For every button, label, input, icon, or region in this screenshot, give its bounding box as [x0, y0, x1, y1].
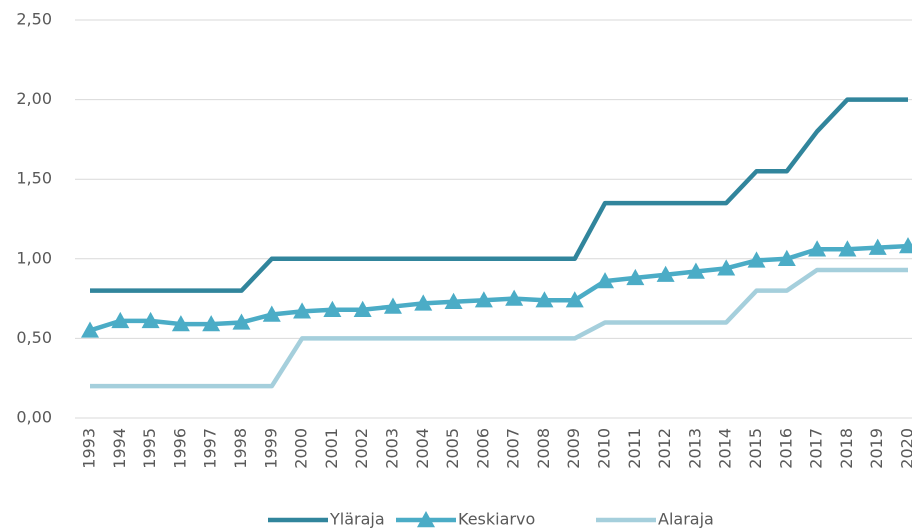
marker [565, 291, 584, 308]
marker [323, 300, 342, 317]
x-tick-label: 2018 [837, 428, 856, 469]
x-tick-label: 2001 [322, 428, 341, 469]
series-line [89, 243, 909, 333]
x-tick-label: 2010 [595, 428, 614, 469]
x-tick-label: 2014 [716, 428, 735, 469]
x-tick-label: 2002 [352, 428, 371, 469]
legend-label: Yläraja [329, 510, 385, 529]
x-tick-label: 2017 [807, 428, 826, 469]
marker [596, 272, 615, 289]
legend-label: Alaraja [658, 510, 714, 529]
series-line [90, 97, 908, 293]
marker [626, 268, 645, 286]
y-tick-label: 2,50 [16, 10, 52, 29]
y-tick-label: 1,50 [16, 169, 52, 188]
marker [656, 265, 675, 282]
x-tick-label: 2016 [776, 428, 795, 469]
y-tick-label: 1,00 [16, 248, 52, 267]
marker [838, 240, 857, 257]
legend-item: Yläraja [268, 510, 385, 529]
x-tick-label: 2013 [685, 428, 704, 469]
x-tick-label: 2008 [534, 428, 553, 469]
marker [202, 315, 221, 332]
marker [293, 302, 312, 319]
x-tick-label: 1994 [110, 428, 129, 469]
series-line [90, 267, 908, 389]
legend-marker [417, 511, 435, 528]
marker [232, 313, 251, 330]
marker [141, 311, 160, 329]
marker [899, 237, 912, 254]
marker [505, 289, 524, 306]
x-tick-label: 2020 [898, 428, 912, 469]
x-tick-label: 1993 [80, 428, 99, 469]
x-tick-label: 1997 [201, 428, 220, 469]
x-tick-label: 2009 [564, 428, 583, 469]
marker [717, 259, 736, 276]
marker [747, 251, 766, 268]
marker [868, 238, 887, 255]
x-tick-label: 2004 [413, 428, 432, 469]
marker [383, 297, 402, 314]
x-tick-label: 2015 [746, 428, 765, 469]
y-tick-label: 0,00 [16, 408, 52, 427]
x-tick-label: 1996 [170, 428, 189, 469]
x-tick-label: 1999 [261, 428, 280, 469]
y-tick-label: 0,50 [16, 328, 52, 347]
x-tick-label: 2006 [473, 428, 492, 469]
legend-label: Keskiarvo [458, 510, 535, 529]
x-tick-label: 2011 [625, 428, 644, 469]
marker [81, 321, 99, 338]
legend-item: Keskiarvo [396, 510, 535, 529]
x-tick-label: 2007 [504, 428, 523, 469]
marker [535, 291, 554, 308]
marker [777, 249, 796, 266]
marker [474, 291, 493, 308]
marker [414, 294, 433, 311]
x-tick-label: 1995 [140, 428, 159, 469]
x-tick-label: 2005 [443, 428, 462, 469]
y-tick-label: 2,00 [16, 89, 52, 108]
x-tick-label: 2000 [292, 428, 311, 469]
x-tick-label: 1998 [231, 428, 250, 469]
marker [444, 292, 463, 309]
x-tick-label: 2012 [655, 428, 674, 469]
marker [353, 300, 372, 317]
x-tick-label: 2003 [382, 428, 401, 469]
marker [111, 311, 130, 329]
x-tick-label: 2019 [867, 428, 886, 469]
marker [686, 262, 705, 279]
marker [262, 305, 281, 322]
legend-item: Alaraja [596, 510, 714, 529]
marker [808, 240, 827, 257]
marker [171, 315, 190, 332]
